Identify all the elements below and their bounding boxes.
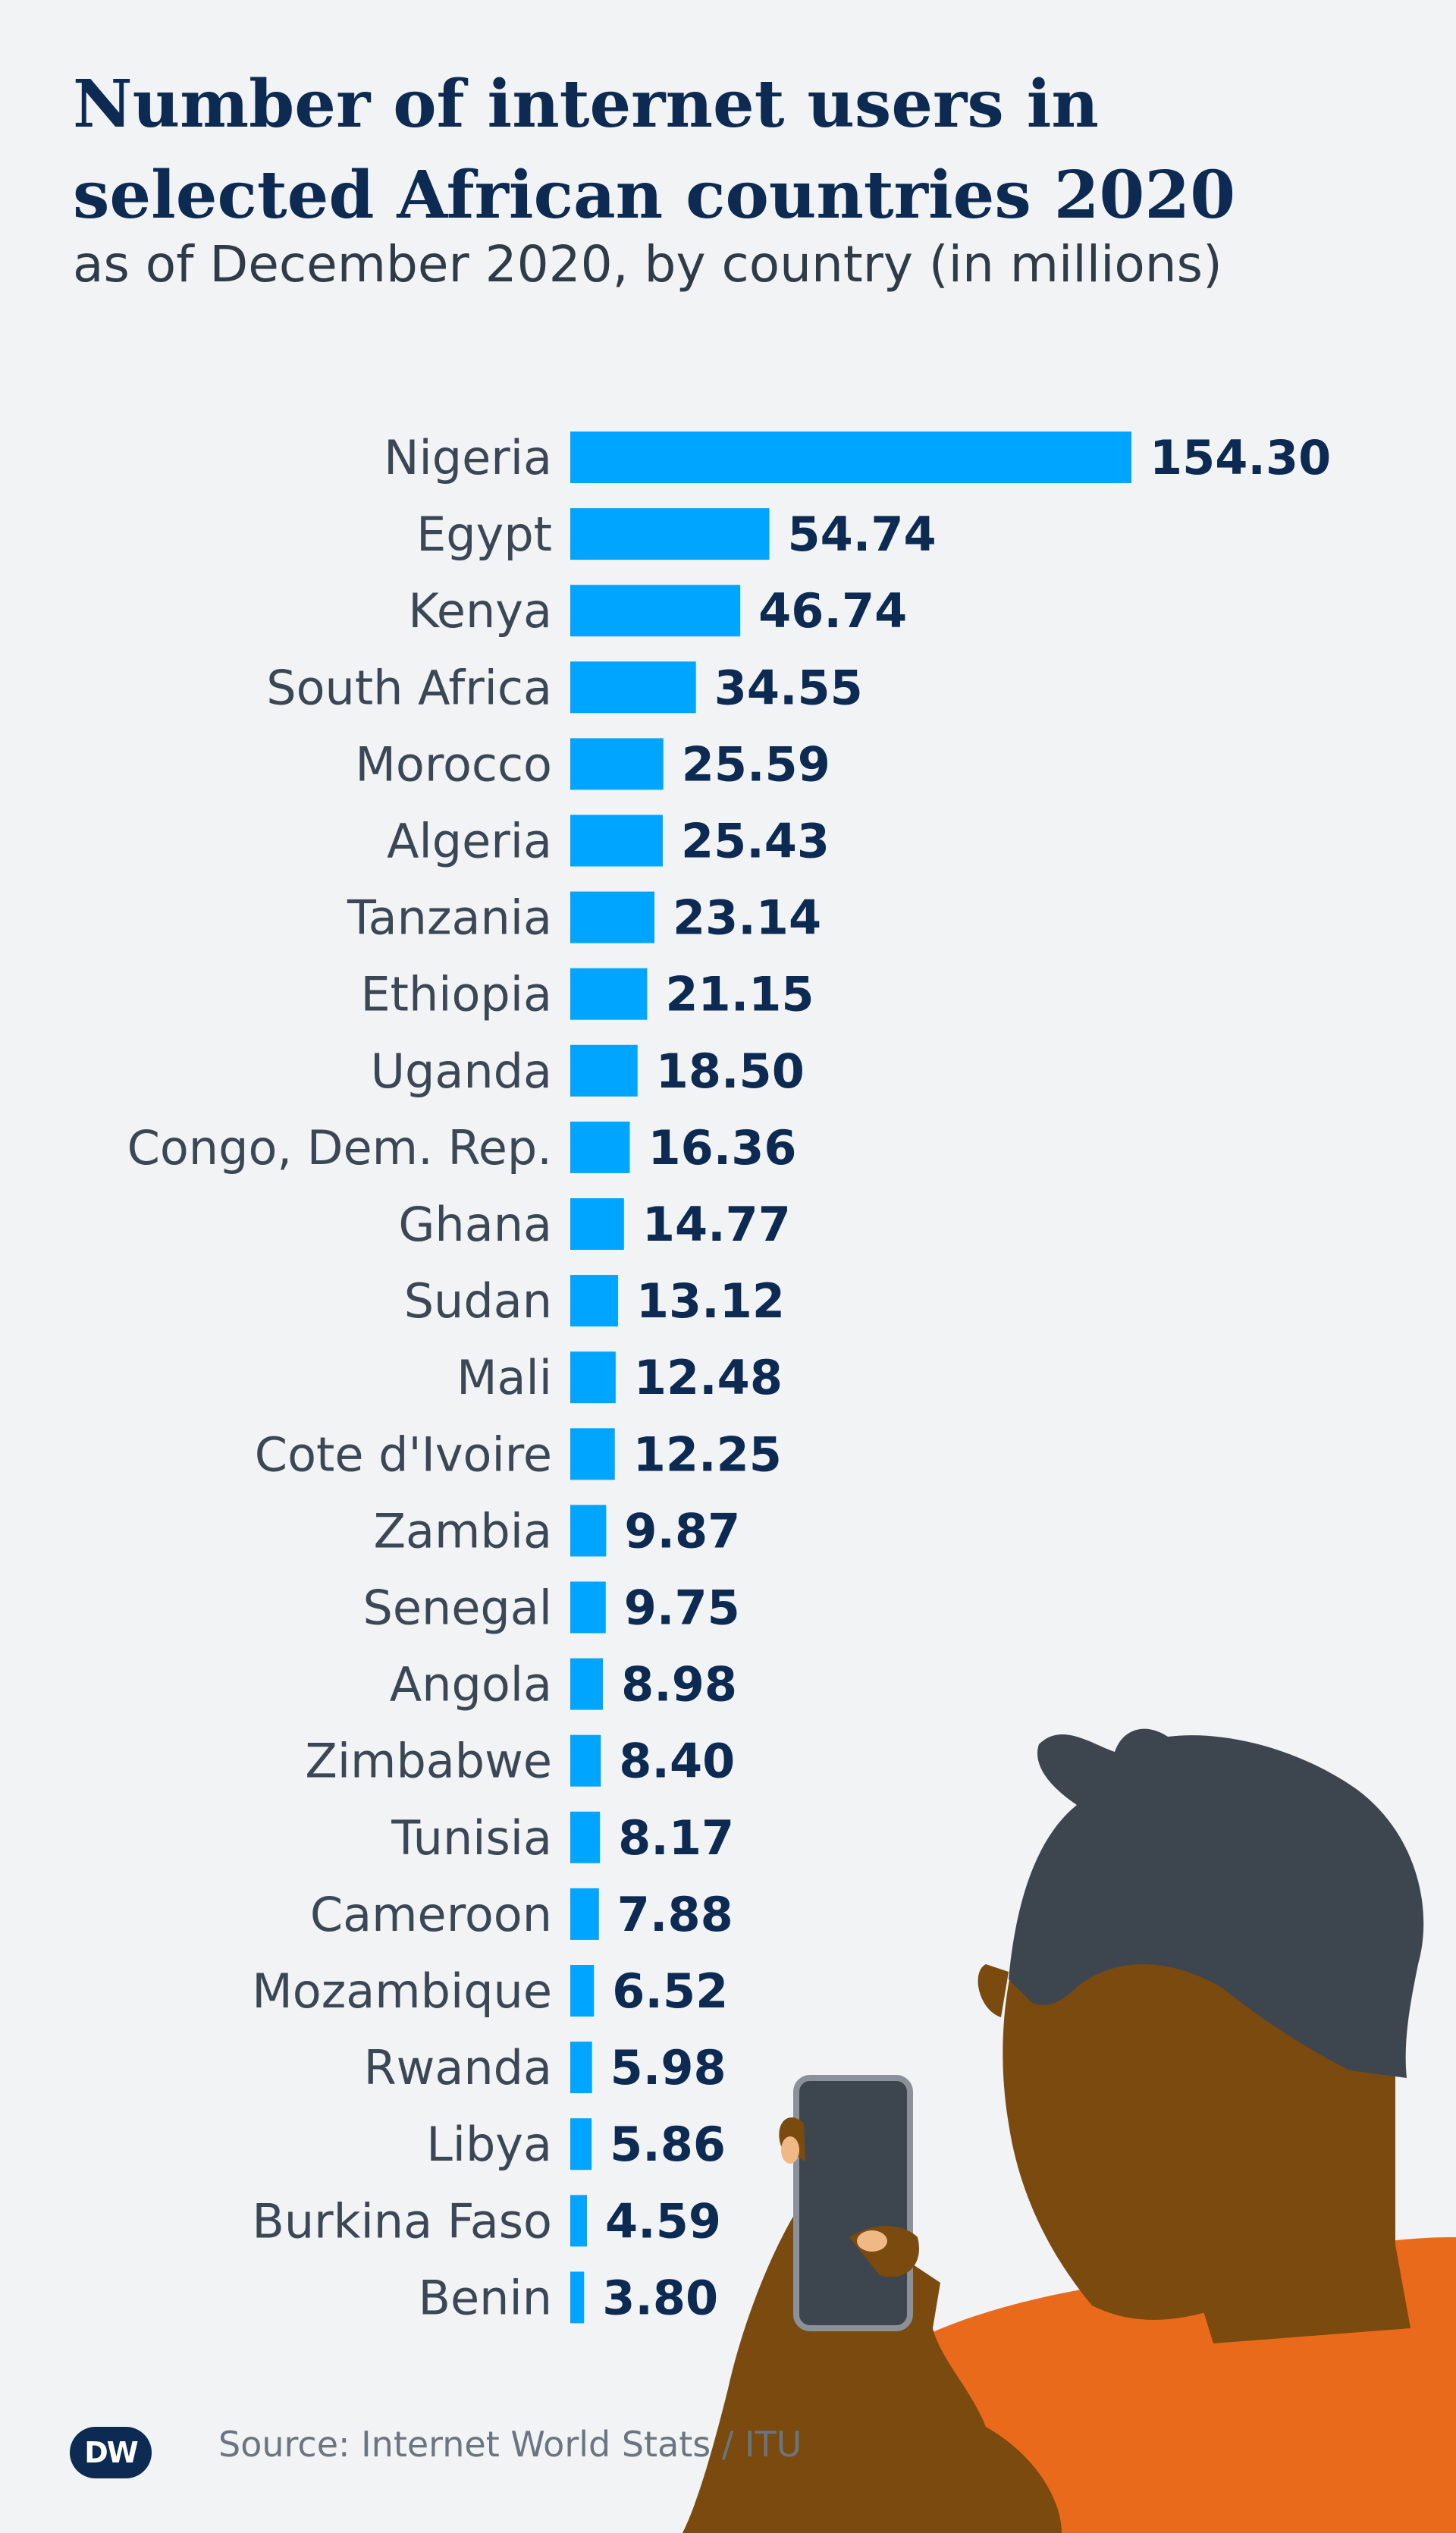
value-label: 6.52	[612, 1963, 728, 2019]
category-label: Nigeria	[384, 430, 552, 485]
value-label: 9.87	[624, 1503, 740, 1558]
bar	[570, 1044, 638, 1097]
bar	[570, 1658, 604, 1710]
bar	[570, 1505, 607, 1557]
bar	[570, 1428, 615, 1480]
bar	[570, 1121, 630, 1173]
value-label: 25.43	[681, 814, 830, 869]
category-label: Egypt	[416, 507, 552, 562]
bar	[570, 508, 770, 560]
bar	[570, 1965, 595, 2017]
category-label: Uganda	[371, 1044, 552, 1099]
value-label: 21.15	[665, 967, 814, 1022]
chart-title: Number of internet users in selected Afr…	[73, 66, 1236, 234]
category-label: Mozambique	[252, 1963, 552, 2019]
bar	[570, 1811, 601, 1863]
category-label: Burkina Faso	[252, 2193, 552, 2249]
bar	[570, 585, 741, 637]
bar	[570, 1734, 601, 1787]
bar	[570, 2195, 588, 2247]
bar	[570, 968, 648, 1020]
category-label: Libya	[426, 2117, 552, 2172]
category-label: Morocco	[355, 736, 552, 792]
value-label: 54.74	[788, 507, 937, 562]
value-label: 5.86	[610, 2117, 726, 2172]
category-label: Ghana	[398, 1197, 552, 1252]
value-label: 34.55	[714, 660, 863, 715]
category-label: Tanzania	[347, 890, 552, 946]
bar	[570, 1198, 624, 1250]
value-label: 4.59	[605, 2193, 721, 2249]
category-label: South Africa	[266, 660, 552, 715]
bar	[570, 432, 1131, 483]
bar	[570, 2118, 592, 2170]
value-label: 5.98	[610, 2040, 726, 2095]
chart-subtitle: as of December 2020, by country (in mill…	[73, 235, 1222, 293]
category-label: Benin	[419, 2270, 553, 2325]
category-label: Congo, Dem. Rep.	[127, 1120, 552, 1175]
category-label: Ethiopia	[360, 967, 552, 1022]
category-label: Sudan	[404, 1273, 552, 1329]
value-label: 8.40	[619, 1734, 735, 1789]
value-label: 46.74	[758, 583, 907, 639]
value-label: 16.36	[648, 1120, 796, 1175]
value-label: 8.98	[621, 1657, 737, 1712]
value-label: 12.25	[633, 1427, 782, 1482]
category-label: Senegal	[362, 1580, 552, 1636]
value-label: 9.75	[624, 1580, 740, 1636]
category-label: Kenya	[408, 583, 552, 639]
value-label: 14.77	[642, 1197, 791, 1252]
value-label: 12.48	[634, 1350, 783, 1405]
value-label: 23.14	[673, 890, 821, 946]
category-label: Cameroon	[310, 1887, 552, 1942]
bar	[570, 1275, 618, 1327]
value-label: 3.80	[602, 2270, 718, 2325]
bar	[570, 738, 664, 790]
value-label: 25.59	[682, 736, 830, 792]
category-label: Mali	[457, 1350, 552, 1405]
value-label: 7.88	[617, 1887, 733, 1942]
bar	[570, 891, 654, 943]
value-label: 8.17	[618, 1810, 734, 1866]
bar	[570, 661, 696, 714]
bar	[570, 815, 663, 867]
bar	[570, 1351, 616, 1404]
bar	[570, 1888, 599, 1940]
value-label: 154.30	[1150, 430, 1331, 485]
category-label: Algeria	[387, 814, 552, 869]
category-label: Angola	[390, 1657, 552, 1712]
category-label: Zambia	[374, 1503, 552, 1558]
source-note: Source: Internet World Stats / ITU	[218, 2424, 802, 2465]
category-label: Tunisia	[391, 1810, 552, 1866]
bar	[570, 1581, 606, 1634]
category-label: Cote d'Ivoire	[255, 1427, 552, 1482]
bar	[570, 2271, 585, 2324]
dw-logo: DW	[70, 2427, 152, 2478]
value-label: 13.12	[636, 1273, 785, 1329]
value-label: 18.50	[656, 1044, 805, 1099]
bar	[570, 2042, 592, 2094]
category-label: Rwanda	[364, 2040, 552, 2095]
category-label: Zimbabwe	[305, 1734, 552, 1789]
